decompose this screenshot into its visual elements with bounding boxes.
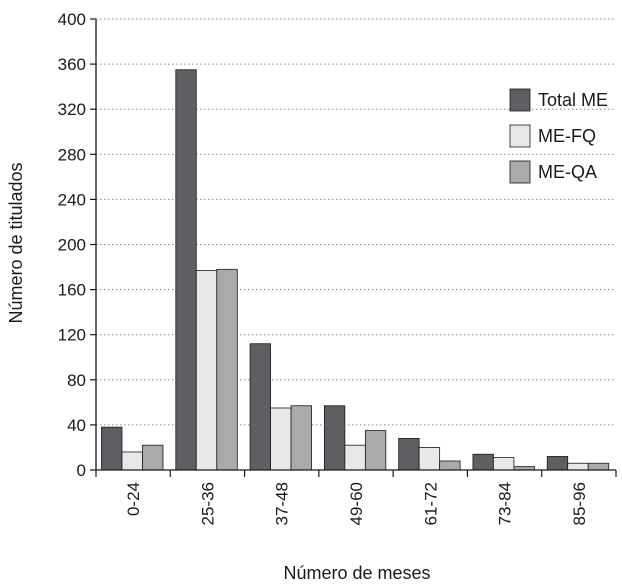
y-tick-label: 120 bbox=[58, 326, 86, 345]
bar-total-me-73-84 bbox=[472, 453, 494, 471]
bar-me-qa-25-36 bbox=[216, 268, 238, 471]
legend-swatch bbox=[509, 88, 531, 112]
y-tick-label: 40 bbox=[67, 416, 86, 435]
y-tick-label: 360 bbox=[58, 55, 86, 74]
y-tick-label: 0 bbox=[77, 461, 86, 480]
y-axis-title: Número de titulados bbox=[6, 162, 26, 323]
y-tick-label: 200 bbox=[58, 236, 86, 255]
x-tick-label: 73-84 bbox=[496, 482, 515, 525]
x-tick-label: 61-72 bbox=[421, 482, 440, 525]
legend: Total ME ME-FQ ME-QA bbox=[509, 88, 608, 184]
bar-total-me-25-36 bbox=[175, 69, 197, 471]
bar-me-fq-37-48 bbox=[270, 407, 292, 471]
bar-me-qa-61-72 bbox=[439, 460, 461, 471]
legend-swatch bbox=[509, 124, 531, 148]
bar-total-me-49-60 bbox=[323, 405, 346, 471]
y-axis-ticks: 0 40 80 120 160 200 240 280 320 360 400 bbox=[58, 10, 96, 480]
legend-label: ME-QA bbox=[538, 162, 597, 182]
bar-me-fq-0-24 bbox=[121, 451, 143, 471]
bar-total-me-0-24 bbox=[101, 426, 123, 471]
bar-me-fq-49-60 bbox=[344, 444, 366, 471]
x-tick-label: 25-36 bbox=[198, 482, 217, 525]
x-tick-label: 85-96 bbox=[570, 482, 589, 525]
legend-swatch bbox=[509, 160, 531, 184]
y-tick-label: 80 bbox=[67, 371, 86, 390]
bar-me-qa-0-24 bbox=[142, 444, 164, 471]
y-tick-label: 320 bbox=[58, 100, 86, 119]
bar-me-fq-61-72 bbox=[418, 447, 441, 471]
bars bbox=[101, 69, 610, 471]
y-tick-label: 240 bbox=[58, 190, 86, 209]
x-axis-title: Número de meses bbox=[283, 563, 430, 583]
legend-label: Total ME bbox=[538, 90, 608, 110]
bar-total-me-61-72 bbox=[398, 438, 420, 471]
x-axis-ticks: 0-24 25-36 37-48 49-60 61-72 73-84 85-96 bbox=[95, 470, 617, 525]
bar-me-fq-25-36 bbox=[195, 270, 218, 471]
bar-me-qa-85-96 bbox=[587, 462, 610, 471]
bar-me-qa-49-60 bbox=[364, 430, 387, 471]
gridlines bbox=[96, 18, 616, 426]
bar-total-me-85-96 bbox=[546, 456, 569, 471]
y-tick-label: 400 bbox=[58, 10, 86, 29]
bar-me-qa-37-48 bbox=[290, 405, 312, 471]
x-tick-label: 49-60 bbox=[347, 482, 366, 525]
y-tick-label: 160 bbox=[58, 281, 86, 300]
bar-me-fq-73-84 bbox=[493, 457, 515, 471]
bar-total-me-37-48 bbox=[249, 343, 271, 471]
x-tick-label: 0-24 bbox=[124, 482, 143, 516]
bar-me-fq-85-96 bbox=[567, 462, 589, 471]
x-tick-label: 37-48 bbox=[273, 482, 292, 525]
y-tick-label: 280 bbox=[58, 145, 86, 164]
legend-label: ME-FQ bbox=[538, 126, 596, 146]
